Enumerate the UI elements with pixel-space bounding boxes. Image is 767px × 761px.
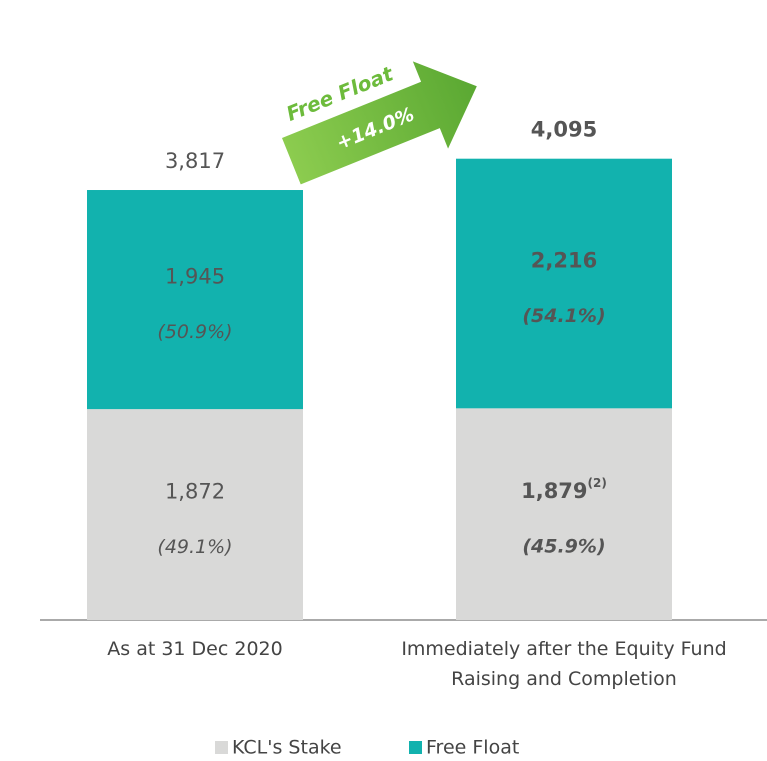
footnote: (2) [588, 476, 607, 490]
total-label: 4,095 [531, 118, 597, 142]
value-label: 1,872 [165, 480, 225, 504]
percent-label: (54.1%) [522, 305, 605, 327]
value-label: 2,216 [531, 249, 597, 273]
bar-segment [87, 409, 303, 620]
legend-label: KCL's Stake [232, 737, 342, 759]
bar-segment [456, 408, 672, 620]
category-label: As at 31 Dec 2020 [107, 638, 283, 660]
legend-label: Free Float [426, 737, 519, 759]
percent-label: (50.9%) [157, 321, 232, 343]
value-label: 1,945 [165, 265, 225, 289]
bar-segment [456, 158, 672, 409]
total-label: 3,817 [165, 149, 225, 173]
percent-label: (49.1%) [157, 536, 232, 558]
percent-label: (45.9%) [522, 536, 605, 558]
legend-swatch [215, 741, 228, 754]
legend-swatch [409, 741, 422, 754]
category-label: Immediately after the Equity Fund Raisin… [401, 638, 727, 690]
bar-segment [87, 190, 303, 410]
